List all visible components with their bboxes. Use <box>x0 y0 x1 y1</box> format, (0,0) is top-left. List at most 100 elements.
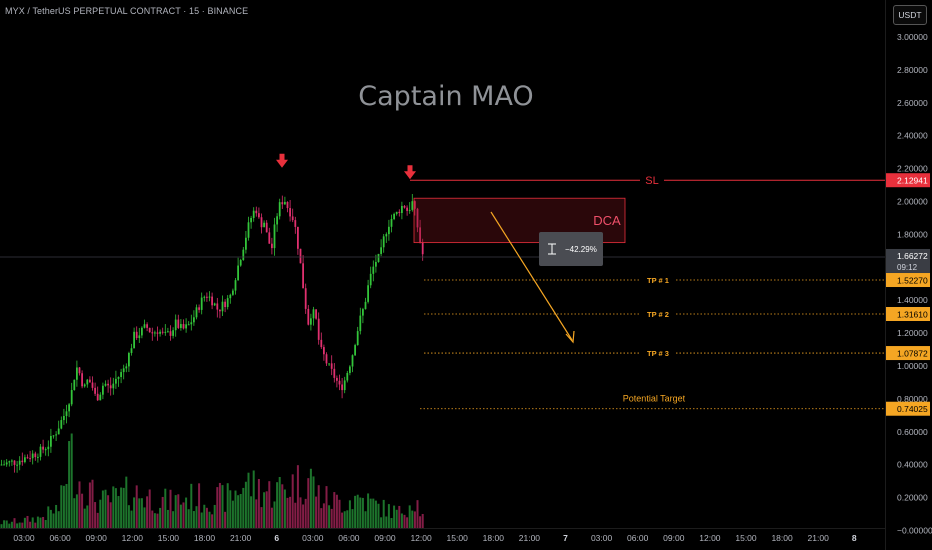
volume-bar <box>333 492 336 528</box>
volume-bar <box>213 504 216 528</box>
dca-label: DCA <box>593 213 621 228</box>
volume-bar <box>133 497 136 528</box>
candle-body <box>299 248 302 264</box>
candle-body <box>198 307 200 310</box>
volume-bar <box>359 497 362 528</box>
volume-bar <box>406 517 409 528</box>
y-tick-label: 2.60000 <box>897 98 928 108</box>
target-price-label: 1.52270 <box>897 276 928 286</box>
volume-bar <box>354 495 357 528</box>
volume-bar <box>377 503 380 528</box>
candle-body <box>380 247 382 254</box>
volume-bar <box>226 483 229 528</box>
volume-bar <box>182 502 185 528</box>
candle-body <box>320 339 323 348</box>
volume-bar <box>335 494 338 528</box>
volume-bar <box>172 511 175 528</box>
volume-bar <box>161 496 164 528</box>
candle-body <box>156 332 159 334</box>
candle-body <box>18 460 21 465</box>
candle-body <box>213 303 216 306</box>
volume-bar <box>143 507 146 528</box>
candle-body <box>206 296 208 298</box>
volume-bar <box>81 493 84 528</box>
volume-bar <box>177 494 180 528</box>
volume-bar <box>91 479 94 528</box>
x-tick-label: 21:00 <box>519 533 541 543</box>
volume-bar <box>234 490 237 528</box>
volume-bar <box>229 490 232 528</box>
candle-body <box>107 383 109 386</box>
volume-bar <box>416 500 419 528</box>
candle-body <box>258 213 260 218</box>
volume-bar <box>179 504 182 528</box>
volume-bar <box>166 509 169 528</box>
volume-bar <box>5 520 8 528</box>
candle-body <box>3 464 5 466</box>
candle-body <box>177 319 180 328</box>
volume-bar <box>16 523 19 528</box>
candle-body <box>408 209 411 211</box>
volume-bar <box>216 487 219 528</box>
countdown-label: 09:12 <box>897 263 918 272</box>
volume-bar <box>322 503 325 528</box>
price-axis[interactable]: 3.00000 2.80000 2.60000 2.40000 2.20000 2.000… <box>886 32 932 536</box>
candle-body <box>172 330 174 336</box>
candle-body <box>115 378 117 384</box>
volume-bar <box>237 495 240 528</box>
candle-body <box>229 294 232 299</box>
volume-bar <box>96 512 99 528</box>
y-tick-label: 1.00000 <box>897 361 928 371</box>
volume-bar <box>270 507 273 528</box>
volume-bar <box>140 498 143 528</box>
candle-body <box>42 446 44 450</box>
candle-body <box>297 226 299 249</box>
volume-bar <box>174 495 177 528</box>
candle-body <box>255 210 258 214</box>
volume-bar <box>283 489 286 528</box>
candle-body <box>195 307 198 318</box>
x-tick-label: 15:00 <box>158 533 180 543</box>
candle-body <box>375 261 377 267</box>
volume-bar <box>120 487 123 528</box>
candle-body <box>317 318 320 340</box>
candle-body <box>406 207 408 211</box>
candle-body <box>89 379 91 383</box>
candle-body <box>377 253 380 262</box>
candle-body <box>26 457 29 459</box>
candle-body <box>226 298 229 308</box>
volume-bar <box>39 517 42 528</box>
volume-bar <box>70 433 73 528</box>
candle-body <box>180 324 182 328</box>
volume-bar <box>86 505 89 528</box>
volume-bar <box>343 511 346 528</box>
candle-body <box>102 385 104 395</box>
volume-bar <box>83 508 86 528</box>
candle-body <box>346 372 349 381</box>
candle-body <box>252 210 255 218</box>
volume-bar <box>367 493 370 528</box>
candle-body <box>193 317 195 323</box>
candle-body <box>68 404 70 412</box>
candle-body <box>367 285 369 302</box>
time-axis[interactable]: 03:00 06:00 09:00 12:00 15:00 18:00 21:00 6 03:0… <box>13 533 857 543</box>
candle-body <box>325 354 328 364</box>
candle-body <box>167 331 169 333</box>
candle-body <box>239 259 242 266</box>
current-price-tag <box>886 248 930 273</box>
volume-bar <box>122 487 125 528</box>
candle-body <box>37 456 39 458</box>
currency-unit-button[interactable]: USDT <box>893 5 927 25</box>
volume-bar <box>390 518 393 528</box>
volume-bar <box>312 476 315 528</box>
candle-body <box>372 266 375 274</box>
volume-bar <box>99 499 102 528</box>
volume-bar <box>164 488 167 528</box>
candle-body <box>125 366 128 369</box>
volume-bar <box>411 510 414 528</box>
candle-body <box>50 435 52 447</box>
candle-body <box>174 319 177 331</box>
volume-bar <box>153 513 156 528</box>
y-tick-label: 2.20000 <box>897 164 928 174</box>
